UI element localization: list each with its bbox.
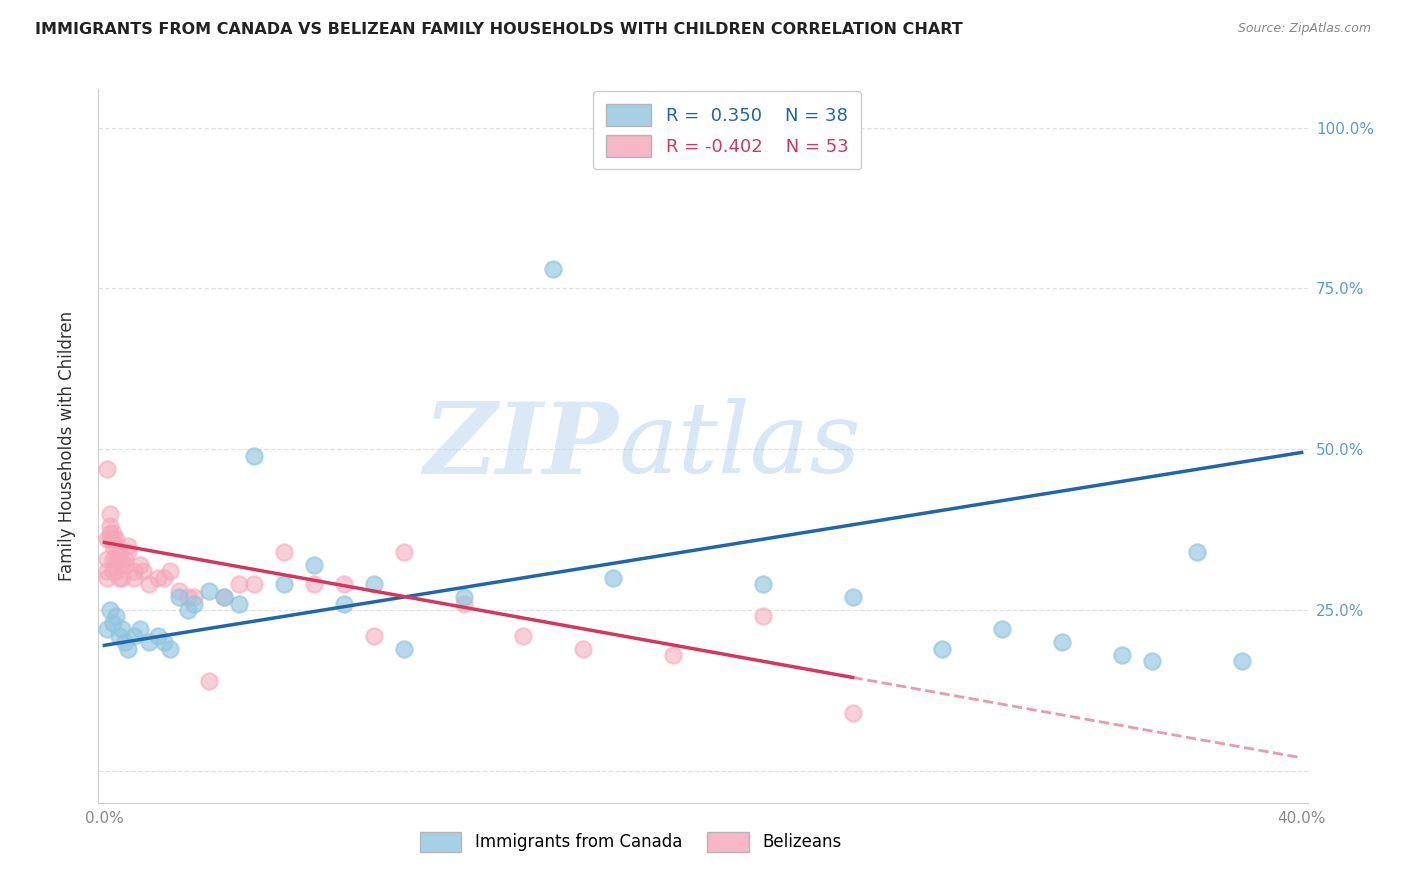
Point [138, 635, 160, 649]
Point [96, 571, 118, 585]
Point [392, 545, 415, 559]
Point [392, 641, 415, 656]
Point [132, 565, 155, 579]
Legend: Immigrants from Canada, Belizeans: Immigrants from Canada, Belizeans [413, 825, 848, 859]
Point [153, 571, 176, 585]
Point [1111, 648, 1133, 662]
Point [177, 590, 200, 604]
Point [333, 577, 356, 591]
Point [243, 577, 266, 591]
Point [96, 565, 118, 579]
Point [100, 525, 122, 540]
Point [103, 615, 125, 630]
Point [124, 565, 146, 579]
Point [228, 597, 250, 611]
Point [103, 551, 125, 566]
Point [103, 565, 125, 579]
Point [105, 551, 128, 566]
Point [114, 558, 136, 572]
Point [198, 583, 221, 598]
Point [991, 622, 1014, 636]
Point [177, 603, 200, 617]
Point [572, 641, 595, 656]
Point [96, 551, 118, 566]
Point [100, 603, 122, 617]
Point [103, 533, 125, 547]
Point [111, 622, 134, 636]
Point [105, 609, 128, 624]
Point [114, 551, 136, 566]
Point [228, 577, 250, 591]
Point [111, 558, 134, 572]
Point [129, 622, 152, 636]
Point [333, 597, 356, 611]
Point [108, 545, 131, 559]
Point [105, 533, 128, 547]
Point [124, 629, 146, 643]
Point [273, 545, 295, 559]
Point [841, 590, 863, 604]
Point [105, 565, 128, 579]
Point [117, 539, 139, 553]
Text: Source: ZipAtlas.com: Source: ZipAtlas.com [1237, 22, 1371, 36]
Point [100, 533, 122, 547]
Point [108, 551, 131, 566]
Point [117, 641, 139, 656]
Point [453, 590, 475, 604]
Point [302, 558, 325, 572]
Point [103, 525, 125, 540]
Point [96, 461, 118, 475]
Point [129, 558, 152, 572]
Point [105, 539, 128, 553]
Point [198, 673, 221, 688]
Point [512, 629, 534, 643]
Point [931, 641, 953, 656]
Point [108, 571, 131, 585]
Y-axis label: Family Households with Children: Family Households with Children [58, 311, 76, 581]
Text: IMMIGRANTS FROM CANADA VS BELIZEAN FAMILY HOUSEHOLDS WITH CHILDREN CORRELATION C: IMMIGRANTS FROM CANADA VS BELIZEAN FAMIL… [35, 22, 963, 37]
Point [100, 507, 122, 521]
Point [662, 648, 685, 662]
Point [148, 571, 170, 585]
Point [752, 609, 775, 624]
Point [117, 545, 139, 559]
Text: ZIP: ZIP [423, 398, 619, 494]
Point [114, 635, 136, 649]
Point [1050, 635, 1073, 649]
Point [108, 629, 131, 643]
Point [159, 641, 181, 656]
Point [159, 565, 181, 579]
Point [148, 629, 170, 643]
Point [602, 571, 624, 585]
Point [153, 635, 176, 649]
Point [167, 590, 190, 604]
Point [183, 597, 205, 611]
Point [138, 577, 160, 591]
Point [100, 519, 122, 533]
Point [183, 590, 205, 604]
Point [363, 629, 385, 643]
Point [243, 449, 266, 463]
Point [103, 539, 125, 553]
Point [302, 577, 325, 591]
Point [111, 571, 134, 585]
Text: atlas: atlas [619, 399, 860, 493]
Point [363, 577, 385, 591]
Point [96, 533, 118, 547]
Point [212, 590, 235, 604]
Point [212, 590, 235, 604]
Point [1140, 654, 1163, 668]
Point [752, 577, 775, 591]
Point [543, 262, 565, 277]
Point [96, 622, 118, 636]
Point [167, 583, 190, 598]
Point [1230, 654, 1253, 668]
Point [1185, 545, 1208, 559]
Point [841, 706, 863, 720]
Point [124, 571, 146, 585]
Point [273, 577, 295, 591]
Point [453, 597, 475, 611]
